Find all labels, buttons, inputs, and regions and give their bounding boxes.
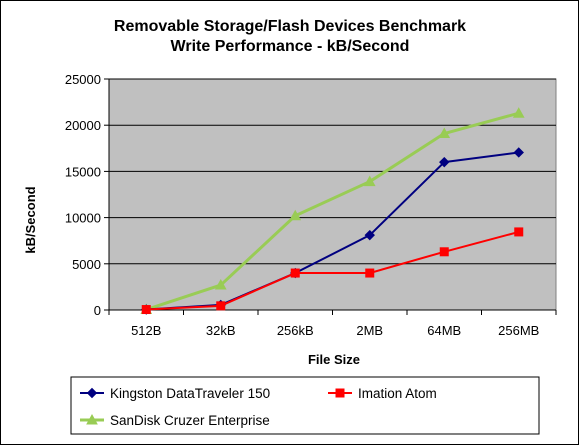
y-axis-label: kB/Second <box>23 186 38 253</box>
y-tick-label: 5000 <box>72 257 101 272</box>
data-point <box>289 209 302 221</box>
legend-entry-0: Kingston DataTraveler 150 <box>80 386 270 401</box>
legend-swatch-marker <box>86 387 98 399</box>
gridlines <box>109 78 556 265</box>
data-point <box>363 175 376 187</box>
legend-swatch-marker <box>335 388 345 398</box>
x-axis-label: File Size <box>308 352 360 367</box>
y-tick-label: 15000 <box>65 164 101 179</box>
series-layer <box>140 107 525 315</box>
data-point <box>439 156 450 168</box>
legend-label: Kingston DataTraveler 150 <box>110 386 270 401</box>
legend <box>70 376 540 435</box>
y-tick-label: 10000 <box>65 211 101 226</box>
chart-title-line-1: Removable Storage/Flash Devices Benchmar… <box>114 18 466 35</box>
data-point <box>512 107 525 118</box>
legend-entry-1: Imation Atom <box>328 386 437 401</box>
legend-swatch-marker <box>86 413 98 425</box>
legend-label: SanDisk Cruzer Enterprise <box>110 413 270 428</box>
data-point <box>439 247 449 257</box>
x-tick-label: 256kB <box>277 323 314 338</box>
x-tick-label: 64MB <box>427 323 461 338</box>
plot-area <box>108 78 557 311</box>
data-point <box>141 305 151 315</box>
x-tick-label: 32kB <box>206 323 236 338</box>
y-tick-label: 25000 <box>65 72 101 87</box>
x-tick-label: 256MB <box>498 323 539 338</box>
y-tick-label: 20000 <box>65 118 101 133</box>
data-point <box>514 227 524 237</box>
x-tick-label: 2MB <box>356 323 383 338</box>
series-line <box>145 111 520 311</box>
x-tick-label: 512B <box>131 323 161 338</box>
y-tick-label: 0 <box>94 303 101 318</box>
x-axis-ticks: 512B 32kB 256kB 2MB 64MB 256MB <box>108 310 557 338</box>
series-1 <box>141 227 524 315</box>
data-point <box>216 301 226 311</box>
data-point <box>364 229 375 241</box>
legend-items: Kingston DataTraveler 150 Imation Atom San… <box>80 386 437 428</box>
data-point <box>438 127 451 139</box>
series-line <box>146 230 520 311</box>
legend-entry-2: SanDisk Cruzer Enterprise <box>80 413 270 428</box>
chart-title-line-2: Write Performance - kB/Second <box>171 38 410 55</box>
legend-label: Imation Atom <box>358 386 437 401</box>
data-point <box>365 268 375 278</box>
data-point <box>290 268 300 278</box>
y-axis-ticks: 0 5000 10000 15000 20000 25000 <box>65 72 109 318</box>
data-point <box>214 279 227 290</box>
data-point <box>513 147 524 158</box>
